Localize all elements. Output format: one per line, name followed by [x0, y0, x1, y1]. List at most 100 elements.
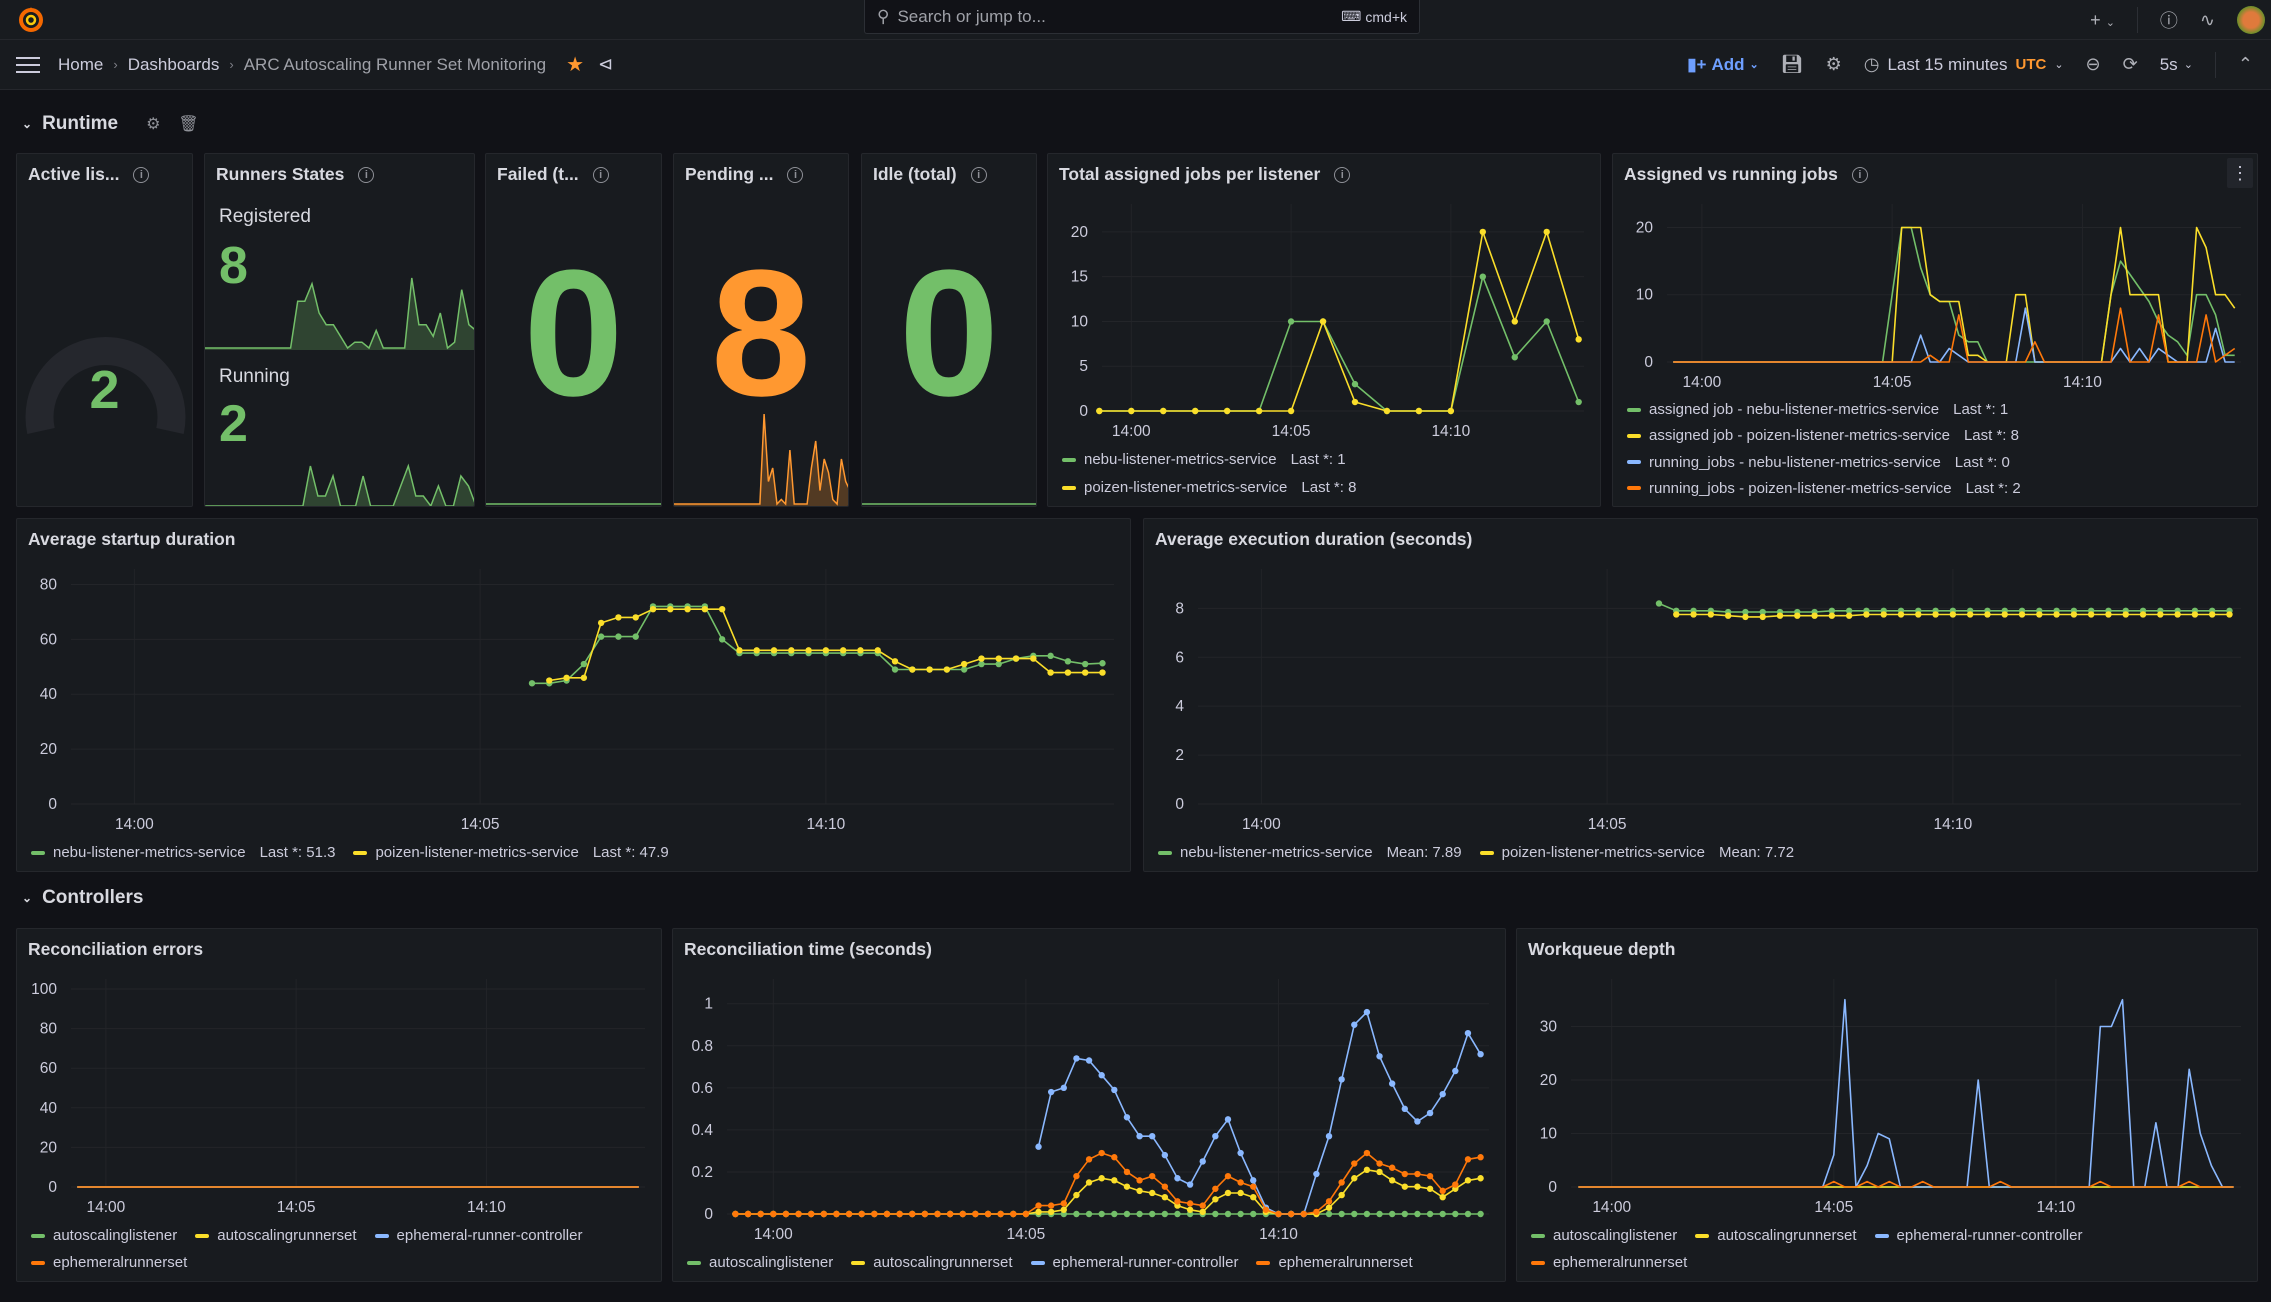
info-icon[interactable]: i — [1851, 166, 1868, 183]
legend-item[interactable]: ephemeral-runner-controller — [1030, 1252, 1238, 1273]
row-settings-gear-icon[interactable]: ⚙ — [146, 116, 161, 133]
panel-reconciliation-time: Reconciliation time (seconds) 14:00 14:05… — [672, 928, 1506, 1282]
legend-calc-value: Last *: 1 — [1290, 451, 1346, 468]
data-point — [896, 1210, 903, 1218]
legend-item[interactable]: nebu-listener-metrics-service Mean: 7.89 — [1158, 842, 1462, 863]
x-tick-label: 14:05 — [1588, 816, 1627, 833]
settings-gear-icon[interactable]: ⚙ — [1825, 54, 1842, 74]
data-point — [1426, 1172, 1434, 1180]
data-point — [1022, 1210, 1030, 1218]
legend-item[interactable]: nebu-listener-metrics-service Last *: 1 — [1062, 449, 1586, 470]
share-icon[interactable]: ⊲ — [598, 54, 614, 74]
panel-menu-kebab-icon[interactable]: ⋮ — [2227, 158, 2253, 188]
data-point — [1073, 1172, 1080, 1180]
legend-item[interactable]: autoscalinglistener — [1531, 1225, 1677, 1246]
legend-calc-value: Last *: 0 — [1954, 453, 2010, 471]
panel-title: Reconciliation time (seconds) — [684, 939, 932, 959]
legend-series-name: autoscalinglistener — [53, 1227, 178, 1244]
help-icon[interactable]: ⓘ — [2159, 11, 2178, 31]
legend-item[interactable]: ephemeral-runner-controller — [1874, 1225, 2082, 1246]
data-point — [1655, 600, 1663, 607]
row-header-runtime[interactable]: ⌄ Runtime ⚙ 🗑︎ — [22, 113, 199, 135]
data-point — [2001, 611, 2008, 618]
data-point — [1149, 1210, 1156, 1218]
legend-item[interactable]: running_jobs - poizen-listener-metrics-s… — [1627, 479, 2243, 498]
grafana-logo-icon[interactable] — [16, 4, 46, 34]
legend-swatch — [1030, 1260, 1045, 1265]
info-icon[interactable]: i — [787, 166, 804, 183]
search-input[interactable]: ⚲ Search or jump to... ⌨ cmd+k — [864, 0, 1420, 34]
info-icon[interactable]: i — [592, 166, 609, 183]
data-point — [839, 647, 847, 654]
legend-item[interactable]: autoscalingrunnerset — [195, 1225, 357, 1246]
breadcrumb-dashboard-title: ARC Autoscaling Runner Set Monitoring — [243, 54, 547, 74]
data-point — [1376, 1168, 1383, 1176]
y-tick-label: 4 — [1175, 698, 1184, 715]
data-point — [1414, 1170, 1421, 1178]
legend-item[interactable]: poizen-listener-metrics-service Mean: 7.7… — [1479, 842, 1794, 863]
chart-plot: 14:00 14:05 14:10 0 0.2 0.4 0.6 0.8 1 — [691, 979, 1489, 1243]
save-icon[interactable]: 💾︎ — [1780, 54, 1804, 74]
legend-item[interactable]: running_jobs - nebu-listener-metrics-ser… — [1627, 453, 2243, 472]
data-point — [782, 1210, 790, 1218]
data-point — [1325, 1132, 1333, 1140]
legend-item[interactable]: assigned job - poizen-listener-metrics-s… — [1627, 426, 2243, 445]
legend-item[interactable]: autoscalingrunnerset — [851, 1252, 1013, 1273]
refresh-interval-picker[interactable]: 5s ⌄ — [2160, 55, 2193, 75]
data-point — [615, 633, 622, 640]
legend-item[interactable]: ephemeralrunnerset — [1256, 1252, 1413, 1273]
info-icon[interactable]: i — [970, 166, 987, 183]
data-point — [1212, 1132, 1219, 1140]
legend-item[interactable]: autoscalinglistener — [687, 1252, 833, 1273]
data-point — [1096, 407, 1103, 415]
legend-item[interactable]: poizen-listener-metrics-service Last *: 4… — [353, 842, 669, 863]
legend-item[interactable]: assigned job - nebu-listener-metrics-ser… — [1627, 400, 2243, 419]
y-tick-label: 40 — [40, 686, 58, 703]
info-icon[interactable]: i — [358, 166, 375, 183]
legend-item[interactable]: ephemeralrunnerset — [31, 1252, 187, 1273]
y-tick-label: 10 — [1636, 287, 1654, 304]
data-point — [1250, 1177, 1257, 1184]
breadcrumb-dashboards[interactable]: Dashboards — [127, 54, 220, 74]
panel-title: Failed (t... — [497, 164, 579, 184]
data-point — [1511, 318, 1518, 325]
breadcrumb-home[interactable]: Home — [58, 54, 104, 74]
legend-item[interactable]: autoscalinglistener — [31, 1225, 177, 1246]
info-icon[interactable]: i — [133, 166, 150, 183]
data-point — [1136, 1132, 1143, 1140]
data-point — [1073, 1055, 1080, 1062]
collapse-up-icon[interactable]: ⌃ — [2237, 54, 2253, 74]
refresh-icon[interactable]: ⟳ — [2122, 54, 2138, 74]
add-label: Add — [1711, 54, 1745, 74]
legend-calc-value: Last *: 8 — [1963, 427, 2019, 445]
legend-item[interactable]: ephemeral-runner-controller — [374, 1225, 582, 1246]
panel-title: Idle (total) — [873, 164, 957, 184]
legend-item[interactable]: poizen-listener-metrics-service Last *: 8 — [1062, 477, 1586, 498]
menu-hamburger-icon[interactable] — [16, 56, 40, 73]
data-point — [1464, 1156, 1472, 1163]
data-point — [1287, 318, 1295, 325]
add-button[interactable]: ▮+ Add ⌄ — [1687, 55, 1759, 75]
info-icon[interactable]: i — [1334, 166, 1351, 183]
news-feed-icon[interactable]: ∿ — [2199, 9, 2215, 30]
y-tick-label: 40 — [40, 1100, 58, 1117]
legend-item[interactable]: nebu-listener-metrics-service Last *: 51.… — [31, 842, 335, 863]
time-picker[interactable]: ◷ Last 15 minutes UTC ⌄ — [1864, 54, 2064, 75]
legend-calc-value: Last *: 8 — [1301, 479, 1357, 496]
star-icon[interactable]: ★ — [566, 54, 585, 76]
legend-swatch — [1627, 460, 1641, 465]
legend-item[interactable]: autoscalingrunnerset — [1695, 1225, 1857, 1246]
legend: assigned job - nebu-listener-metrics-ser… — [1627, 400, 2243, 498]
data-point — [1161, 1210, 1169, 1218]
legend-item[interactable]: ephemeralrunnerset — [1531, 1252, 1687, 1273]
user-avatar[interactable] — [2237, 6, 2265, 34]
row-header-controllers[interactable]: ⌄ Controllers — [22, 887, 143, 909]
pending-sparkline — [674, 413, 848, 506]
new-plus-icon[interactable]: + ⌄ — [2090, 9, 2115, 30]
data-point — [833, 1210, 840, 1218]
y-tick-label: 0 — [48, 1179, 57, 1196]
legend-series-name: autoscalingrunnerset — [217, 1227, 357, 1244]
zoom-out-icon[interactable]: ⊖ — [2085, 54, 2101, 74]
row-delete-trash-icon[interactable]: 🗑︎ — [178, 116, 199, 133]
data-point — [615, 614, 622, 621]
